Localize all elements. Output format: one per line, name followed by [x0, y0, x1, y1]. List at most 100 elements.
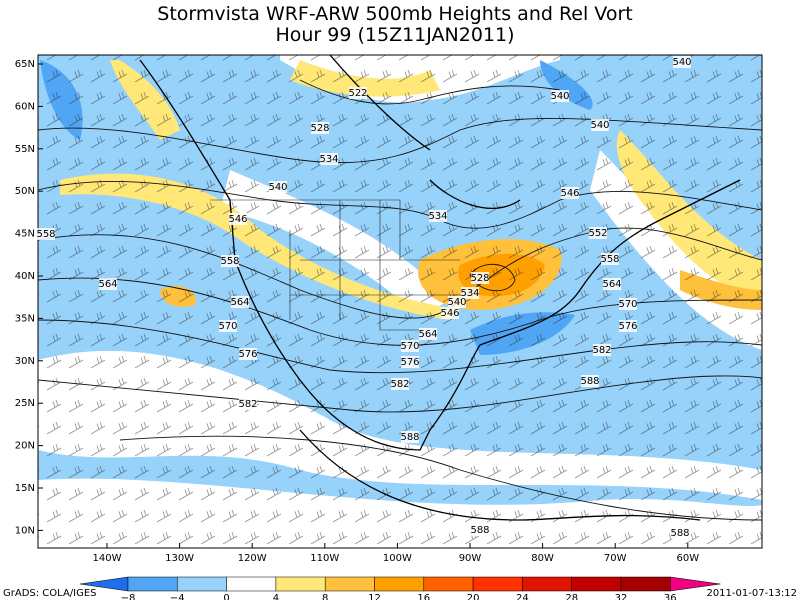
colorbar-label: −8	[121, 593, 136, 600]
contour-label-bg	[591, 119, 609, 131]
colorbar-box	[571, 576, 622, 592]
contour-label-bg	[471, 524, 489, 536]
latitude-label: 15N	[15, 483, 35, 494]
contour-label-bg	[429, 210, 447, 222]
colorbar-label: 24	[516, 593, 529, 600]
contour-label: 564	[98, 279, 117, 290]
contour-label-bg	[441, 307, 459, 319]
contour-label-bg	[601, 253, 619, 265]
colorbar-label: −4	[170, 593, 185, 600]
latitude-label: 40N	[15, 271, 35, 282]
colorbar-label: 32	[615, 593, 628, 600]
contour-label: 540	[590, 120, 609, 131]
contour-label-bg	[231, 296, 249, 308]
contour-label: 576	[618, 321, 637, 332]
footer-right: 2011-01-07-13:12	[706, 588, 797, 599]
longitude-label: 110W	[310, 553, 339, 564]
longitude-label: 90W	[459, 553, 482, 564]
contour-label-bg	[219, 320, 237, 332]
contour-label: 570	[218, 321, 237, 332]
colorbar-label: 16	[417, 593, 430, 600]
colorbar-box	[472, 576, 523, 592]
contour-label-bg	[619, 298, 637, 310]
contour-label: 558	[220, 256, 239, 267]
contour-label: 564	[418, 329, 437, 340]
contour-label: 588	[400, 432, 419, 443]
contour-label: 582	[238, 399, 257, 410]
latitude-label: 50N	[15, 186, 35, 197]
longitude-label: 70W	[604, 553, 627, 564]
contour-label-bg	[401, 356, 419, 368]
contour-label: 576	[400, 357, 419, 368]
contour-label-bg	[603, 278, 621, 290]
contour-label-bg	[269, 181, 287, 193]
colorbar-box	[620, 576, 671, 592]
longitude-label: 80W	[531, 553, 554, 564]
contour-label: 564	[602, 279, 621, 290]
latitude-label: 10N	[15, 525, 35, 536]
contour-label: 540	[268, 182, 287, 193]
contour-label-bg	[471, 272, 489, 284]
latitude-label: 65N	[15, 59, 35, 70]
contour-label: 528	[470, 273, 489, 284]
latitude-label: 55N	[15, 144, 35, 155]
contour-label: 576	[238, 349, 257, 360]
contour-label-bg	[221, 255, 239, 267]
contour-label-bg	[581, 375, 599, 387]
colorbar-box	[324, 576, 375, 592]
colorbar-end	[670, 576, 721, 592]
title-line: Hour 99 (15Z11JAN2011)	[275, 24, 514, 46]
colorbar-box	[275, 576, 326, 592]
contour-label: 546	[560, 188, 579, 199]
contour-label-bg	[673, 56, 691, 68]
longitude-label: 140W	[93, 553, 122, 564]
colorbar-box	[226, 576, 277, 592]
colorbar-box	[423, 576, 474, 592]
contour-label: 588	[470, 525, 489, 536]
contour-label-bg	[561, 187, 579, 199]
latitude-label: 60N	[15, 101, 35, 112]
map-field	[38, 55, 762, 548]
contour-label: 540	[672, 57, 691, 68]
title-line: Stormvista WRF-ARW 500mb Heights and Rel…	[157, 3, 632, 25]
latitude-label: 25N	[15, 398, 35, 409]
contour-label: 546	[440, 308, 459, 319]
latitude-label: 20N	[15, 441, 35, 452]
contour-label: 522	[348, 88, 367, 99]
longitude-label: 120W	[238, 553, 267, 564]
contour-label: 528	[310, 123, 329, 134]
latitude-label: 30N	[15, 356, 35, 367]
contour-label-bg	[589, 227, 607, 239]
contour-label: 552	[588, 228, 607, 239]
contour-label: 558	[600, 254, 619, 265]
contour-label: 540	[447, 297, 466, 308]
contour-label-bg	[619, 320, 637, 332]
longitude-label: 60W	[676, 553, 699, 564]
contour-label-bg	[401, 431, 419, 443]
contour-label-bg	[448, 296, 466, 308]
footer-left: GrADS: COLA/IGES	[3, 588, 97, 599]
contour-label-bg	[593, 344, 611, 356]
contour-label: 564	[230, 297, 249, 308]
contour-label: 558	[36, 229, 55, 240]
contour-label: 534	[319, 154, 338, 165]
contour-label-bg	[419, 328, 437, 340]
colorbar-box	[522, 576, 572, 592]
contour-label-bg	[671, 527, 689, 539]
contour-label-bg	[229, 213, 247, 225]
colorbar-label: 12	[368, 593, 381, 600]
colorbar-label: 20	[467, 593, 480, 600]
contour-label: 546	[228, 214, 247, 225]
contour-label: 582	[592, 345, 611, 356]
contour-label-bg	[320, 153, 338, 165]
colorbar-box	[127, 576, 178, 592]
contour-label: 534	[428, 211, 447, 222]
contour-label-bg	[99, 278, 117, 290]
colorbar-label: 8	[322, 593, 328, 600]
map-frame	[37, 54, 763, 549]
latitude-label: 35N	[15, 313, 35, 324]
contour-label-bg	[551, 90, 569, 102]
colorbar-label: 4	[273, 593, 279, 600]
colorbar-label: 36	[664, 593, 677, 600]
